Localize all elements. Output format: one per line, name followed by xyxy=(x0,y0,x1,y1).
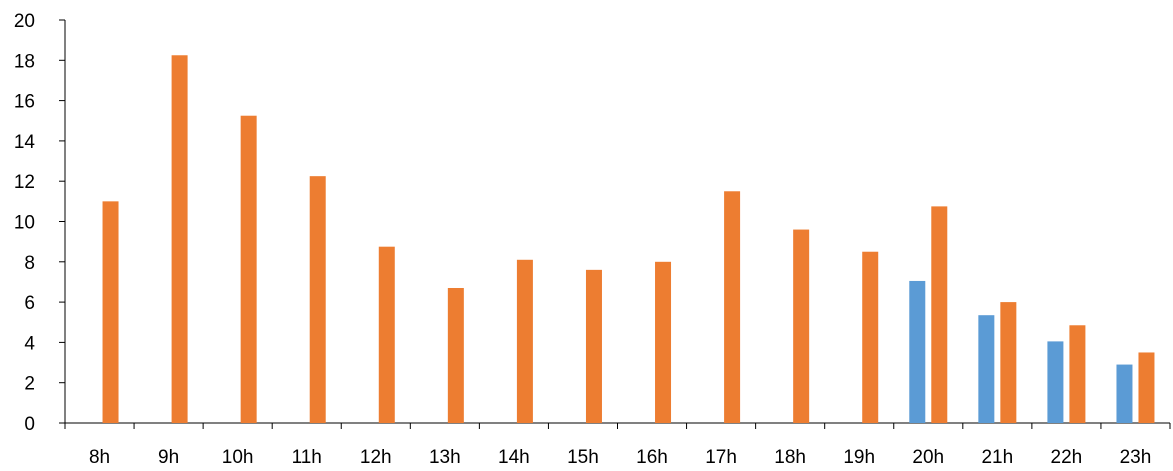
x-tick-label: 9h xyxy=(158,447,179,468)
x-tick-label: 8h xyxy=(89,447,110,468)
bar-21h-series-1 xyxy=(978,315,995,423)
x-tick-label: 12h xyxy=(360,447,392,468)
bar-22h-series-1 xyxy=(1047,341,1064,423)
bar-23h-series-1 xyxy=(1116,364,1133,423)
bar-23h-series-2 xyxy=(1138,352,1155,423)
bar-22h-series-2 xyxy=(1069,325,1086,423)
bar-17h-series-2 xyxy=(724,191,741,423)
y-tick-label: 2 xyxy=(24,374,35,395)
bar-21h-series-2 xyxy=(1000,302,1017,423)
y-tick-label: 10 xyxy=(14,213,35,234)
x-tick-label: 17h xyxy=(705,447,737,468)
bar-13h-series-2 xyxy=(447,287,464,423)
y-tick-label: 20 xyxy=(14,11,35,32)
x-tick-label: 21h xyxy=(981,447,1013,468)
bar-14h-series-2 xyxy=(516,259,533,423)
x-tick-label: 16h xyxy=(636,447,668,468)
bar-19h-series-2 xyxy=(862,251,879,423)
x-tick-label: 10h xyxy=(222,447,254,468)
x-tick-label: 19h xyxy=(843,447,875,468)
x-tick-label: 23h xyxy=(1120,447,1152,468)
bar-20h-series-2 xyxy=(931,206,948,423)
bar-18h-series-2 xyxy=(793,229,810,423)
bar-11h-series-2 xyxy=(309,176,326,423)
y-tick-label: 14 xyxy=(14,132,36,153)
y-tick-label: 18 xyxy=(14,51,35,72)
y-tick-label: 8 xyxy=(24,253,35,274)
y-tick-label: 12 xyxy=(14,172,35,193)
bar-10h-series-2 xyxy=(240,115,257,424)
y-tick-label: 6 xyxy=(24,293,35,314)
x-tick-label: 11h xyxy=(292,447,322,468)
y-tick-label: 16 xyxy=(14,92,35,113)
bar-9h-series-2 xyxy=(171,55,188,423)
x-tick-label: 14h xyxy=(498,447,530,468)
x-tick-label: 15h xyxy=(567,447,599,468)
bar-8h-series-2 xyxy=(102,201,119,423)
x-tick-label: 18h xyxy=(774,447,806,468)
y-axis: 0 2 4 6 8 10 12 14 16 18 20 xyxy=(14,11,66,435)
x-tick-label: 22h xyxy=(1051,447,1083,468)
x-axis: 8h 9h 10h 11h 12h 13h 14h 15h 16h 17h 18h 19h 20h 21h… xyxy=(64,422,1171,468)
y-tick-label: 4 xyxy=(24,333,35,354)
bar-20h-series-1 xyxy=(909,280,926,423)
bars xyxy=(102,55,1155,424)
bar-12h-series-2 xyxy=(378,246,395,423)
x-tick-label: 13h xyxy=(429,447,461,468)
y-tick-label: 0 xyxy=(24,414,35,435)
bar-16h-series-2 xyxy=(655,261,672,423)
bar-15h-series-2 xyxy=(585,269,602,423)
x-tick-label: 20h xyxy=(912,447,944,468)
